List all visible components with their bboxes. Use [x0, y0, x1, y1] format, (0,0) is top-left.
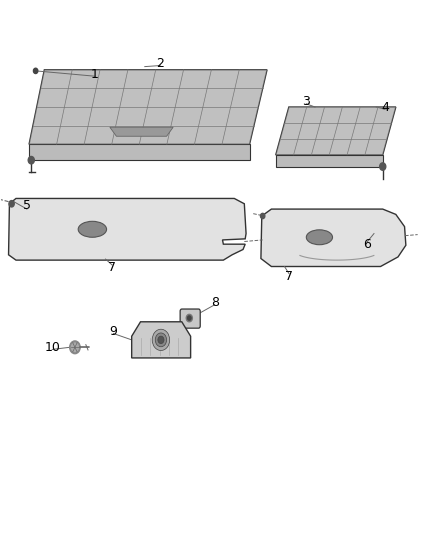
Polygon shape	[199, 107, 230, 126]
Polygon shape	[84, 126, 116, 144]
Circle shape	[155, 333, 166, 347]
Polygon shape	[64, 88, 96, 107]
Polygon shape	[143, 107, 175, 126]
Text: 2: 2	[156, 57, 164, 70]
Polygon shape	[316, 123, 338, 139]
Text: 8: 8	[211, 296, 219, 309]
Circle shape	[152, 329, 170, 351]
Polygon shape	[356, 107, 378, 123]
Polygon shape	[175, 88, 207, 107]
Text: 4: 4	[381, 101, 389, 114]
Text: 3: 3	[302, 95, 310, 108]
Circle shape	[70, 341, 80, 354]
Polygon shape	[334, 123, 356, 139]
Polygon shape	[33, 107, 64, 126]
Circle shape	[33, 68, 38, 74]
Polygon shape	[329, 139, 351, 155]
Ellipse shape	[306, 230, 332, 245]
Polygon shape	[110, 127, 173, 136]
Polygon shape	[124, 70, 155, 88]
Polygon shape	[9, 198, 246, 260]
Polygon shape	[37, 88, 68, 107]
Polygon shape	[347, 139, 369, 155]
Polygon shape	[293, 139, 316, 155]
Polygon shape	[68, 70, 100, 88]
Polygon shape	[29, 70, 267, 144]
Text: 7: 7	[108, 261, 116, 274]
Text: 7: 7	[285, 270, 293, 282]
Polygon shape	[365, 139, 387, 155]
Polygon shape	[276, 107, 396, 155]
Polygon shape	[116, 107, 148, 126]
Polygon shape	[57, 126, 88, 144]
FancyBboxPatch shape	[180, 309, 200, 328]
Polygon shape	[171, 107, 203, 126]
Polygon shape	[276, 139, 298, 155]
Polygon shape	[180, 70, 212, 88]
Polygon shape	[222, 126, 254, 144]
Polygon shape	[88, 107, 120, 126]
Polygon shape	[167, 126, 199, 144]
Polygon shape	[320, 107, 343, 123]
Polygon shape	[311, 139, 334, 155]
Polygon shape	[112, 126, 143, 144]
Polygon shape	[230, 88, 263, 107]
Polygon shape	[351, 123, 374, 139]
Polygon shape	[226, 107, 258, 126]
Polygon shape	[203, 88, 235, 107]
Polygon shape	[139, 126, 171, 144]
Circle shape	[261, 213, 265, 219]
Circle shape	[9, 200, 14, 207]
Polygon shape	[261, 209, 406, 266]
Polygon shape	[132, 322, 191, 358]
Polygon shape	[235, 70, 267, 88]
Polygon shape	[285, 107, 307, 123]
Polygon shape	[338, 107, 360, 123]
Polygon shape	[369, 123, 392, 139]
Polygon shape	[276, 155, 383, 166]
Polygon shape	[302, 107, 325, 123]
Polygon shape	[29, 126, 60, 144]
Circle shape	[28, 157, 34, 164]
Polygon shape	[41, 70, 72, 88]
Polygon shape	[120, 88, 152, 107]
Text: 9: 9	[110, 325, 117, 338]
Polygon shape	[60, 107, 92, 126]
Ellipse shape	[78, 221, 106, 237]
Circle shape	[71, 343, 78, 352]
Polygon shape	[374, 107, 396, 123]
Polygon shape	[148, 88, 180, 107]
Circle shape	[158, 336, 164, 344]
Polygon shape	[92, 88, 124, 107]
Polygon shape	[152, 70, 184, 88]
Polygon shape	[298, 123, 320, 139]
Polygon shape	[194, 126, 226, 144]
Polygon shape	[29, 144, 250, 160]
Circle shape	[186, 314, 192, 322]
Circle shape	[187, 316, 191, 320]
Polygon shape	[96, 70, 128, 88]
Polygon shape	[207, 70, 239, 88]
Text: 5: 5	[23, 199, 31, 212]
Text: 10: 10	[44, 341, 60, 354]
Polygon shape	[280, 123, 302, 139]
Text: 1: 1	[91, 68, 99, 80]
Circle shape	[380, 163, 386, 170]
Text: 6: 6	[364, 238, 371, 251]
